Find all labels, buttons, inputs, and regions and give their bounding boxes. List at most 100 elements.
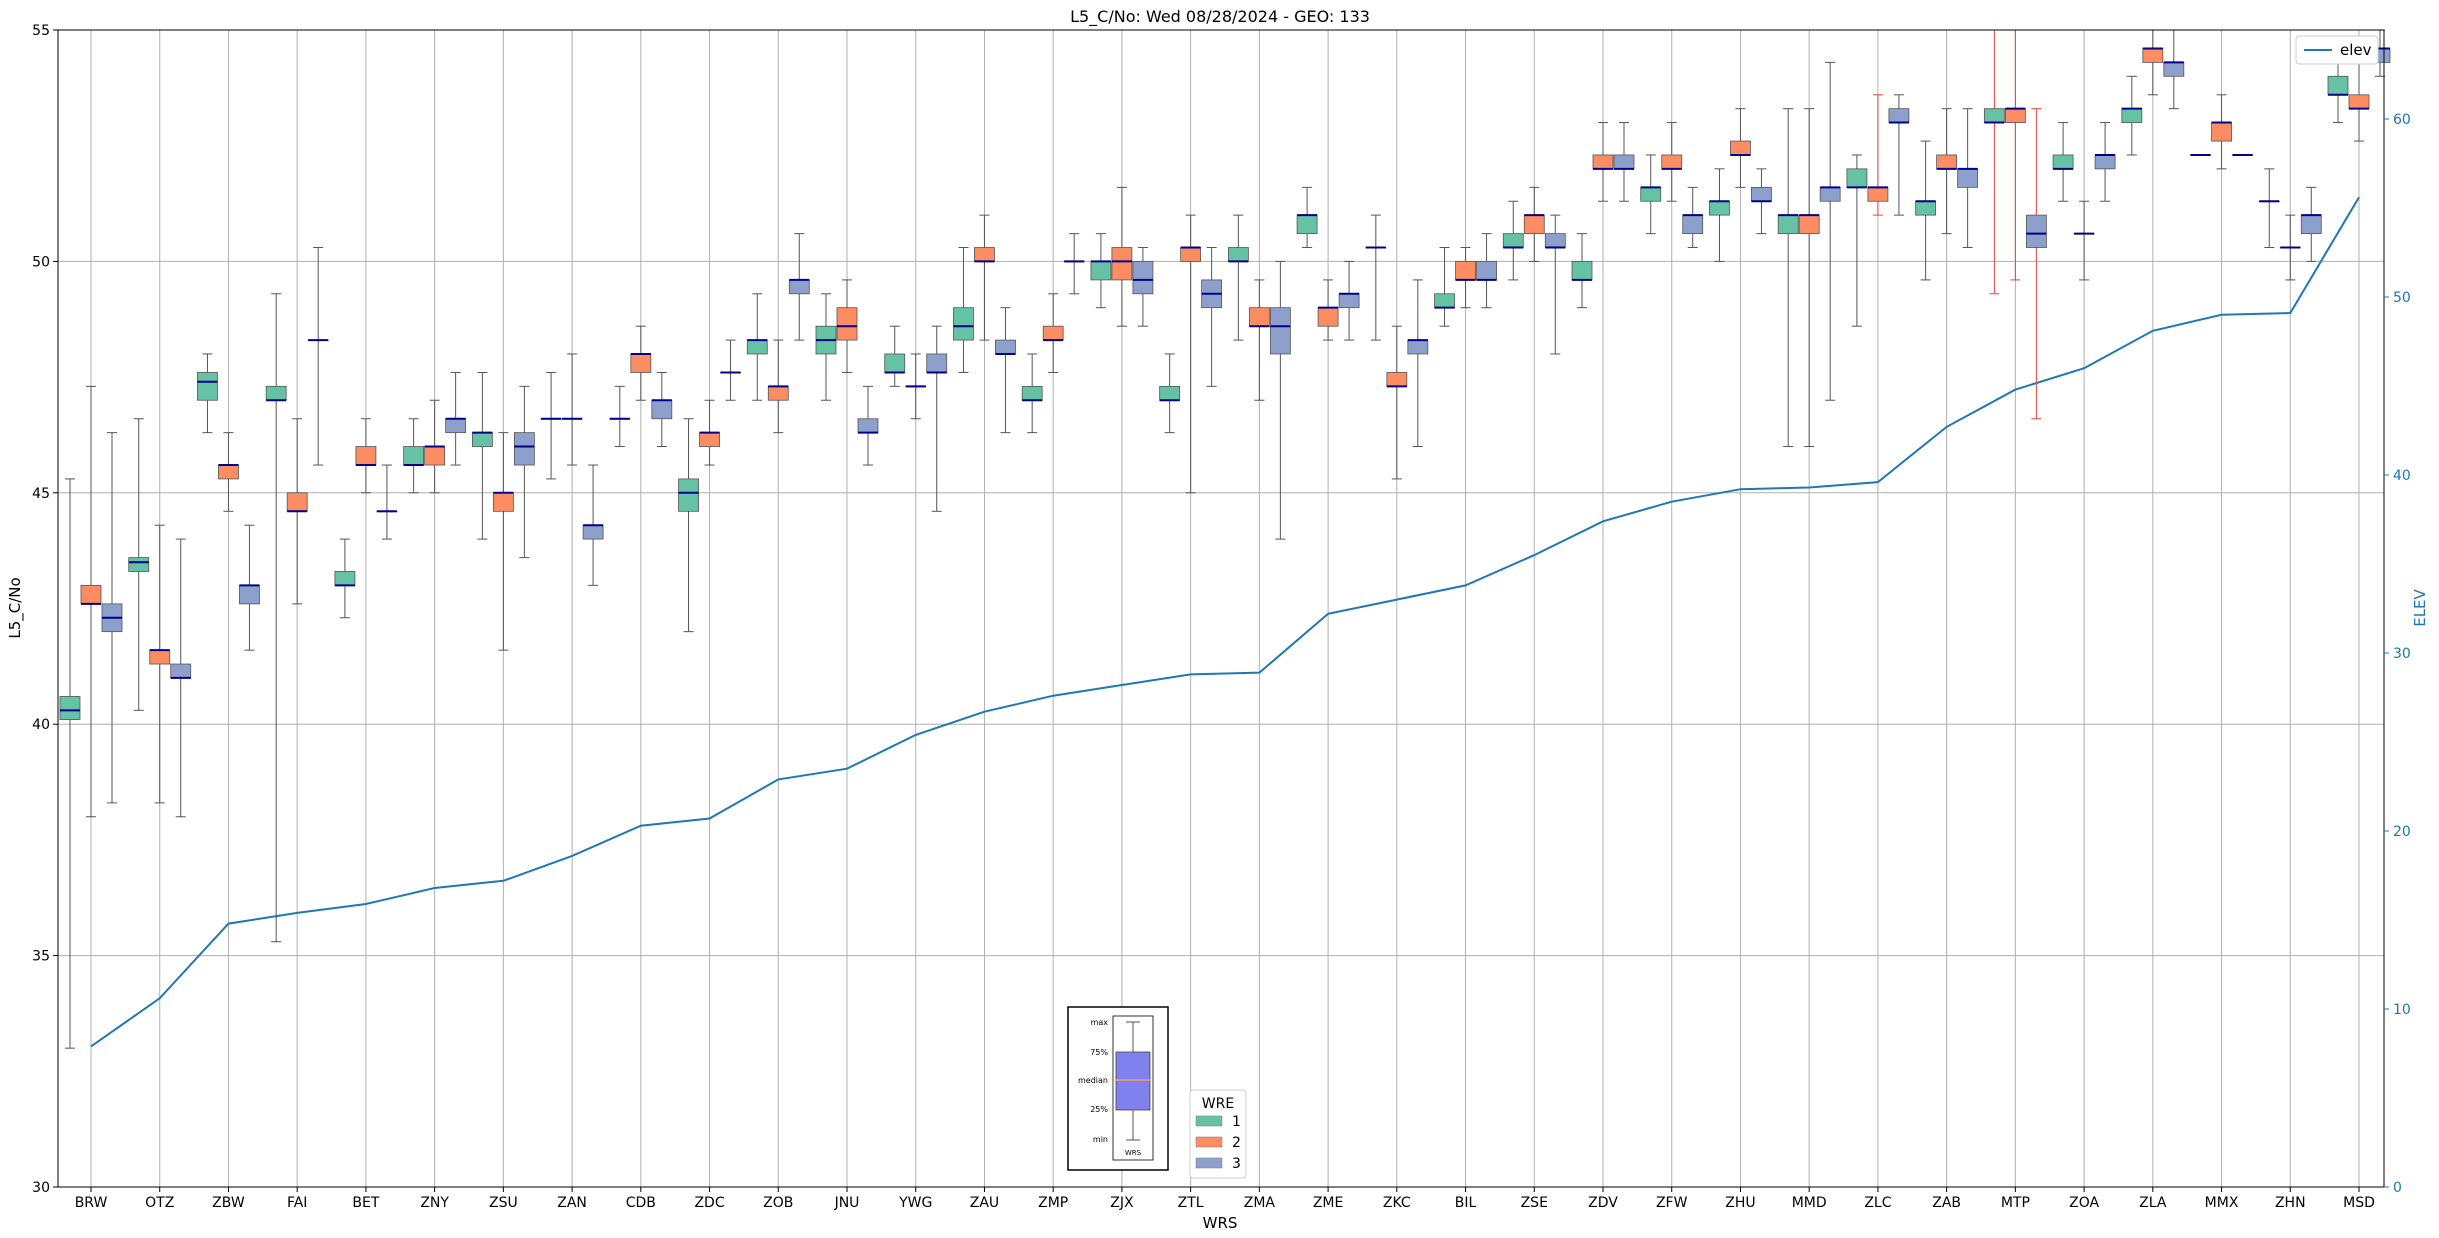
x-tick-label-ZDV: ZDV [1588, 1195, 1618, 1211]
iqr-box-2-MTP [2004, 108, 2026, 123]
box-3-FAI [307, 247, 329, 466]
iqr-box-1-ZDC [678, 478, 699, 512]
iqr-box-3-ZMA [1269, 307, 1291, 355]
box-2-MMD [1798, 108, 1820, 448]
iqr-box-2-ZME [1317, 307, 1339, 327]
box-2-ZME [1317, 279, 1339, 341]
iqr-box-2-ZAU [974, 247, 995, 262]
box-2-ZLC [1867, 94, 1889, 216]
box-2-ZMA [1248, 279, 1270, 401]
box-1-ZNY [403, 418, 425, 494]
box-3-ZDC [720, 339, 741, 401]
box-1-BIL [1434, 247, 1455, 327]
box-3-ZAB [1957, 108, 1979, 249]
y-tick-label-30: 30 [32, 1180, 50, 1196]
box-2-MMX [2211, 94, 2232, 170]
x-tick-label-ZOA: ZOA [2069, 1195, 2099, 1211]
box-2-ZNY [424, 399, 446, 494]
iqr-box-2-ZNY [424, 446, 446, 466]
x-tick-label-ZAB: ZAB [1932, 1195, 1961, 1211]
iqr-box-1-ZFW [1640, 186, 1662, 202]
x-tick-label-BET: BET [352, 1195, 379, 1211]
iqr-box-2-ZSU [492, 492, 514, 512]
iqr-box-2-ZDC [699, 432, 720, 447]
box-1-MMD [1777, 108, 1799, 448]
box-1-ZLA [2121, 75, 2143, 156]
box-1-MMX [2190, 153, 2211, 156]
wre-legend: WRE 1 2 3 [1189, 1089, 1247, 1179]
box-1-ZDC [678, 418, 699, 633]
iqr-box-2-BIL [1455, 260, 1476, 281]
inset-label-min: min [1093, 1135, 1108, 1144]
x-tick-label-MMD: MMD [1792, 1195, 1827, 1211]
box-3-ZDV [1613, 122, 1635, 202]
x-tick-label-ZOB: ZOB [763, 1195, 793, 1211]
box-3-YWG [926, 325, 948, 512]
box-3-ZOA [2094, 122, 2116, 202]
y-tick-label-45: 45 [32, 486, 50, 502]
box-1-ZME [1296, 186, 1318, 249]
inset-box-legend: max 75% median 25% min WRS [1067, 1006, 1169, 1171]
box-3-MMX [2232, 153, 2253, 156]
inset-box [1115, 1051, 1151, 1111]
x-tick-label-ZAU: ZAU [970, 1195, 999, 1211]
box-2-ZBW [218, 432, 239, 512]
box-1-FAI [265, 293, 287, 943]
box-3-ZNY [445, 371, 467, 466]
box-1-BRW [59, 478, 81, 1049]
box-2-ZLA [2142, 29, 2164, 96]
x-tick-label-ZSU: ZSU [489, 1195, 518, 1211]
box-2-OTZ [149, 524, 171, 804]
iqr-box-1-BIL [1434, 293, 1455, 309]
iqr-box-1-ZTL [1159, 385, 1181, 401]
box-2-BET [355, 418, 377, 494]
elev-legend: elev [2295, 35, 2379, 65]
x-tick-label-ZME: ZME [1313, 1195, 1344, 1211]
y-tick-label-40: 40 [32, 717, 50, 733]
y2-axis-label: ELEV [2411, 588, 2429, 626]
y2-tick-label-50: 50 [2393, 290, 2411, 306]
boxes-layer [59, 29, 2391, 1049]
x-tick-label-ZJX: ZJX [1110, 1195, 1134, 1211]
y-axis-right: 0 10 20 30 40 50 60 [2384, 112, 2411, 1196]
inset-label-75: 75% [1090, 1048, 1108, 1057]
box-1-ZOB [746, 293, 768, 401]
iqr-box-1-BET [334, 571, 356, 586]
y-tick-label-55: 55 [32, 23, 50, 39]
iqr-box-3-ZLC [1888, 108, 1910, 123]
iqr-box-1-OTZ [128, 557, 150, 572]
y-axis-label: L5_C/No [6, 577, 25, 638]
iqr-box-3-ZNY [445, 418, 467, 434]
x-tick-label-ZNY: ZNY [420, 1195, 449, 1211]
iqr-box-1-ZMA [1227, 247, 1249, 262]
box-2-ZTL [1180, 214, 1202, 494]
inset-xlabel: WRS [1125, 1149, 1142, 1157]
iqr-box-3-ZSU [513, 432, 535, 466]
iqr-box-1-ZLA [2121, 108, 2143, 123]
iqr-box-3-ZME [1338, 293, 1360, 309]
iqr-box-2-ZHU [1730, 140, 1751, 156]
iqr-box-2-MSD [2348, 94, 2370, 110]
box-3-ZAN [582, 464, 604, 586]
x-tick-label-MSD: MSD [2343, 1195, 2375, 1211]
box-3-ZLC [1888, 94, 1910, 216]
box-1-ZKC [1365, 214, 1387, 341]
x-tick-label-YWG: YWG [898, 1195, 932, 1211]
box-3-ZHN [2300, 186, 2322, 262]
box-3-CDB [651, 371, 673, 448]
iqr-box-2-BRW [80, 584, 102, 605]
iqr-box-1-ZNY [403, 446, 425, 466]
box-1-ZAN [540, 371, 562, 480]
box-3-JNU [857, 385, 879, 466]
box-1-ZAB [1915, 140, 1937, 281]
iqr-box-3-ZHU [1751, 186, 1772, 202]
box-1-CDB [609, 385, 631, 448]
iqr-box-3-ZFW [1682, 214, 1704, 235]
iqr-box-3-ZKC [1407, 339, 1429, 355]
x-tick-label-MTP: MTP [2001, 1195, 2030, 1211]
x-tick-label-ZAN: ZAN [557, 1195, 587, 1211]
box-2-ZAB [1936, 108, 1958, 235]
wre-legend-label-3: 3 [1232, 1156, 1241, 1172]
iqr-box-3-ZLA [2163, 61, 2185, 77]
y-tick-label-35: 35 [32, 949, 50, 965]
